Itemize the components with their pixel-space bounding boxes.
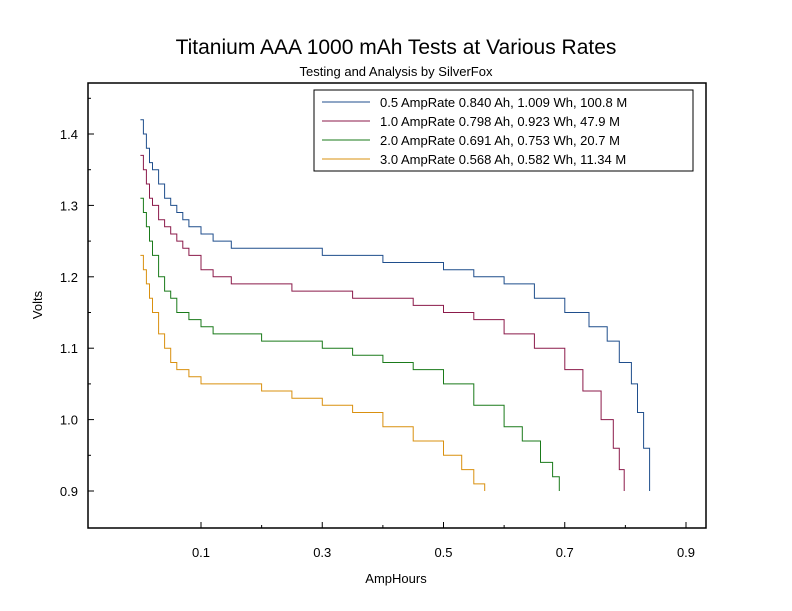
y-tick-label: 0.9 <box>60 484 78 499</box>
x-tick-label: 0.1 <box>192 545 210 560</box>
legend-label-2: 1.0 AmpRate 0.798 Ah, 0.923 Wh, 47.9 M <box>380 114 620 129</box>
chart-subtitle: Testing and Analysis by SilverFox <box>300 64 493 79</box>
plot-frame <box>87 82 707 529</box>
x-axis: 0.1 0.3 0.5 0.7 0.9 <box>192 522 695 560</box>
y-axis: 0.9 1.0 1.1 1.2 1.3 1.4 <box>60 97 94 499</box>
y-axis-label: Volts <box>30 290 45 319</box>
y-tick-label: 1.4 <box>60 127 78 142</box>
y-tick-label: 1.2 <box>60 270 78 285</box>
legend-label-1: 0.5 AmpRate 0.840 Ah, 1.009 Wh, 100.8 M <box>380 95 627 110</box>
legend-label-3: 2.0 AmpRate 0.691 Ah, 0.753 Wh, 20.7 M <box>380 133 620 148</box>
series-line-1 <box>140 119 651 491</box>
x-tick-label: 0.9 <box>677 545 695 560</box>
legend-box <box>313 89 694 172</box>
x-axis-label: AmpHours <box>365 571 427 586</box>
legend: 0.5 AmpRate 0.840 Ah, 1.009 Wh, 100.8 M 1… <box>313 89 694 172</box>
series-line-3 <box>140 197 560 491</box>
chart-title: Titanium AAA 1000 mAh Tests at Various R… <box>176 36 617 59</box>
x-tick-label: 0.7 <box>556 545 574 560</box>
y-tick-label: 1.1 <box>60 341 78 356</box>
legend-label-4: 3.0 AmpRate 0.568 Ah, 0.582 Wh, 11.34 M <box>380 152 626 167</box>
y-tick-label: 1.3 <box>60 198 78 213</box>
y-tick-label: 1.0 <box>60 413 78 428</box>
x-tick-label: 0.3 <box>313 545 331 560</box>
series-line-4 <box>140 254 486 491</box>
series-line-2 <box>140 154 625 491</box>
series-layer <box>140 119 651 491</box>
x-tick-label: 0.5 <box>434 545 452 560</box>
